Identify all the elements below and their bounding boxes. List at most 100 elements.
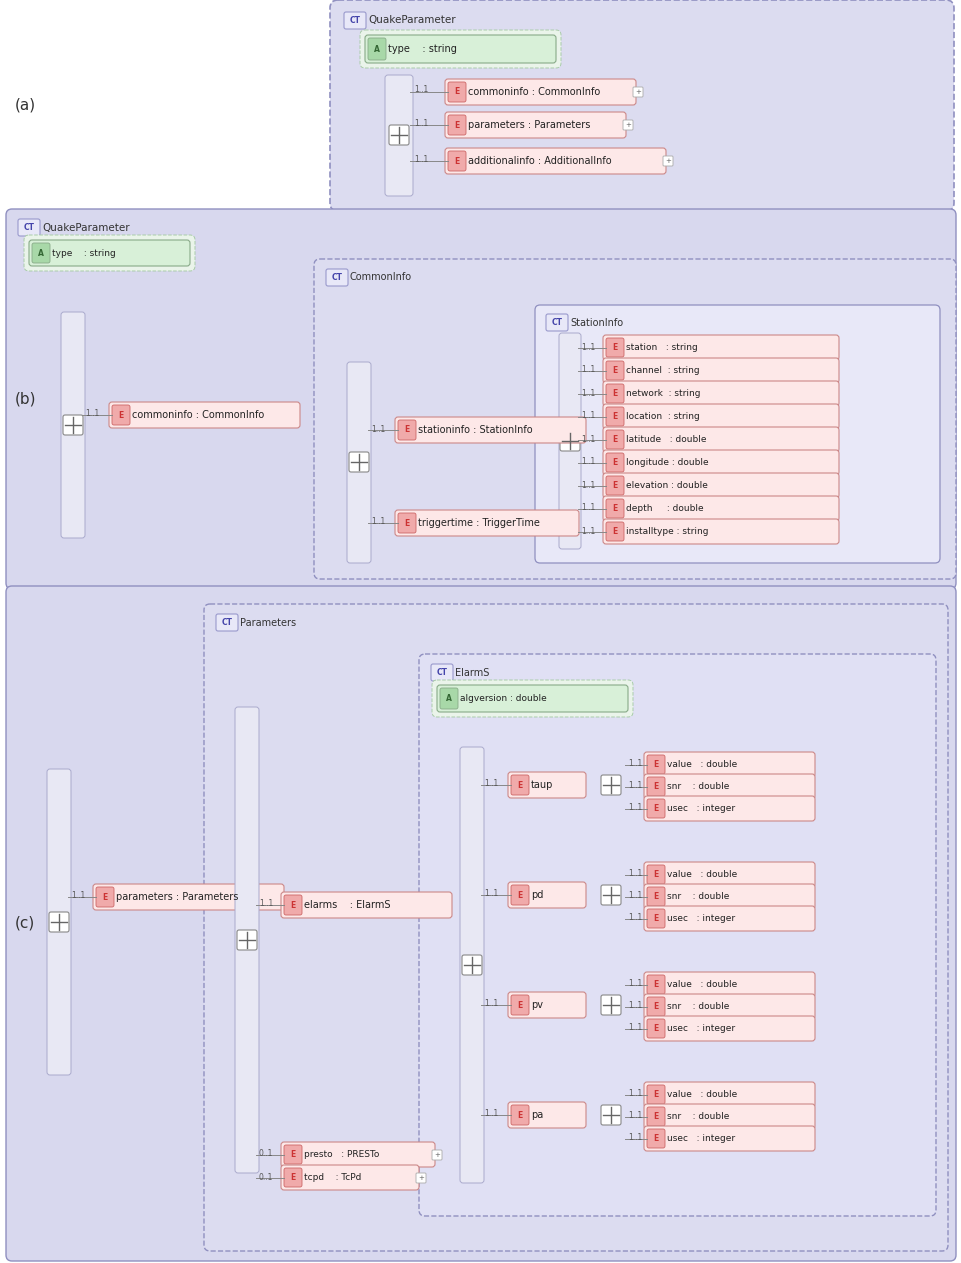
Text: 1..1: 1..1 — [580, 480, 595, 490]
FancyBboxPatch shape — [344, 13, 365, 29]
FancyBboxPatch shape — [643, 973, 814, 997]
Text: usec   : integer: usec : integer — [666, 805, 734, 813]
Text: E: E — [612, 527, 617, 536]
Text: E: E — [517, 890, 522, 899]
Text: StationInfo: StationInfo — [570, 317, 623, 327]
FancyBboxPatch shape — [398, 421, 415, 440]
FancyBboxPatch shape — [109, 402, 300, 428]
Text: 1..1: 1..1 — [628, 869, 642, 879]
Text: A: A — [38, 249, 44, 258]
FancyBboxPatch shape — [47, 769, 71, 1075]
Text: commoninfo : CommonInfo: commoninfo : CommonInfo — [467, 87, 600, 97]
Text: CommonInfo: CommonInfo — [350, 273, 411, 283]
Text: E: E — [612, 412, 617, 421]
Text: 1..1: 1..1 — [413, 119, 428, 128]
FancyBboxPatch shape — [643, 884, 814, 909]
FancyBboxPatch shape — [216, 614, 237, 632]
FancyBboxPatch shape — [605, 453, 624, 472]
Text: network  : string: network : string — [626, 389, 700, 398]
FancyBboxPatch shape — [647, 1085, 664, 1104]
FancyBboxPatch shape — [431, 664, 453, 681]
FancyBboxPatch shape — [603, 404, 838, 429]
FancyBboxPatch shape — [605, 384, 624, 403]
Text: snr    : double: snr : double — [666, 782, 728, 791]
FancyBboxPatch shape — [510, 885, 529, 906]
FancyBboxPatch shape — [431, 679, 632, 717]
Text: 0..1: 0..1 — [259, 1149, 273, 1158]
FancyBboxPatch shape — [234, 707, 259, 1173]
Text: 1..1: 1..1 — [580, 434, 595, 443]
FancyBboxPatch shape — [283, 1168, 302, 1187]
Text: CT: CT — [349, 16, 360, 25]
Text: QuakeParameter: QuakeParameter — [368, 15, 456, 25]
FancyBboxPatch shape — [395, 510, 579, 536]
Text: pa: pa — [530, 1110, 543, 1120]
FancyBboxPatch shape — [643, 1015, 814, 1041]
Text: E: E — [653, 1024, 658, 1033]
FancyBboxPatch shape — [431, 1151, 441, 1159]
Text: E: E — [653, 980, 658, 989]
Text: E: E — [612, 389, 617, 398]
FancyBboxPatch shape — [510, 775, 529, 794]
Text: +: + — [433, 1152, 439, 1158]
FancyBboxPatch shape — [603, 335, 838, 360]
FancyBboxPatch shape — [647, 909, 664, 928]
Text: elevation : double: elevation : double — [626, 481, 707, 490]
Text: depth     : double: depth : double — [626, 504, 702, 513]
Text: 1..1: 1..1 — [413, 86, 428, 95]
FancyBboxPatch shape — [347, 362, 371, 563]
Text: 1..1: 1..1 — [628, 913, 642, 922]
FancyBboxPatch shape — [507, 882, 585, 908]
Text: additionalinfo : AdditionalInfo: additionalinfo : AdditionalInfo — [467, 157, 611, 165]
FancyBboxPatch shape — [643, 796, 814, 821]
FancyBboxPatch shape — [643, 774, 814, 799]
FancyBboxPatch shape — [330, 0, 953, 211]
FancyBboxPatch shape — [647, 1106, 664, 1127]
Text: 1..1: 1..1 — [483, 889, 498, 898]
FancyBboxPatch shape — [605, 407, 624, 426]
Text: type    : string: type : string — [52, 249, 115, 258]
Text: E: E — [454, 157, 459, 165]
Text: CT: CT — [332, 273, 342, 282]
Text: A: A — [446, 693, 452, 703]
FancyBboxPatch shape — [313, 259, 955, 578]
FancyBboxPatch shape — [436, 685, 628, 712]
Text: 1..1: 1..1 — [580, 527, 595, 536]
Text: Parameters: Parameters — [239, 618, 296, 628]
Text: E: E — [653, 892, 658, 901]
Text: 1..1: 1..1 — [580, 342, 595, 351]
Text: E: E — [653, 1111, 658, 1122]
Text: usec   : integer: usec : integer — [666, 1024, 734, 1033]
Text: E: E — [517, 1110, 522, 1119]
FancyBboxPatch shape — [601, 1105, 621, 1125]
Text: installtype : string: installtype : string — [626, 527, 707, 536]
FancyBboxPatch shape — [507, 991, 585, 1018]
FancyBboxPatch shape — [349, 452, 369, 472]
FancyBboxPatch shape — [445, 112, 626, 138]
Text: E: E — [612, 434, 617, 445]
Text: ElarmS: ElarmS — [455, 668, 489, 677]
FancyBboxPatch shape — [647, 887, 664, 906]
FancyBboxPatch shape — [605, 338, 624, 357]
FancyBboxPatch shape — [395, 417, 585, 443]
FancyBboxPatch shape — [510, 995, 529, 1015]
FancyBboxPatch shape — [281, 892, 452, 918]
Text: presto   : PRESTo: presto : PRESTo — [304, 1151, 379, 1159]
Text: longitude : double: longitude : double — [626, 458, 708, 467]
Text: (c): (c) — [15, 916, 36, 931]
Text: 1..1: 1..1 — [483, 779, 498, 788]
FancyBboxPatch shape — [388, 125, 408, 145]
Text: triggertime : TriggerTime: triggertime : TriggerTime — [418, 518, 539, 528]
Text: 1..1: 1..1 — [371, 424, 384, 433]
FancyBboxPatch shape — [601, 885, 621, 906]
Text: +: + — [634, 88, 640, 95]
Text: CT: CT — [23, 224, 35, 232]
Text: pv: pv — [530, 1000, 542, 1010]
Text: E: E — [454, 87, 459, 96]
Text: value   : double: value : double — [666, 1090, 736, 1099]
Text: E: E — [653, 1002, 658, 1010]
Text: +: + — [418, 1175, 424, 1181]
Text: E: E — [612, 344, 617, 352]
Text: CT: CT — [436, 668, 447, 677]
Text: value   : double: value : double — [666, 980, 736, 989]
